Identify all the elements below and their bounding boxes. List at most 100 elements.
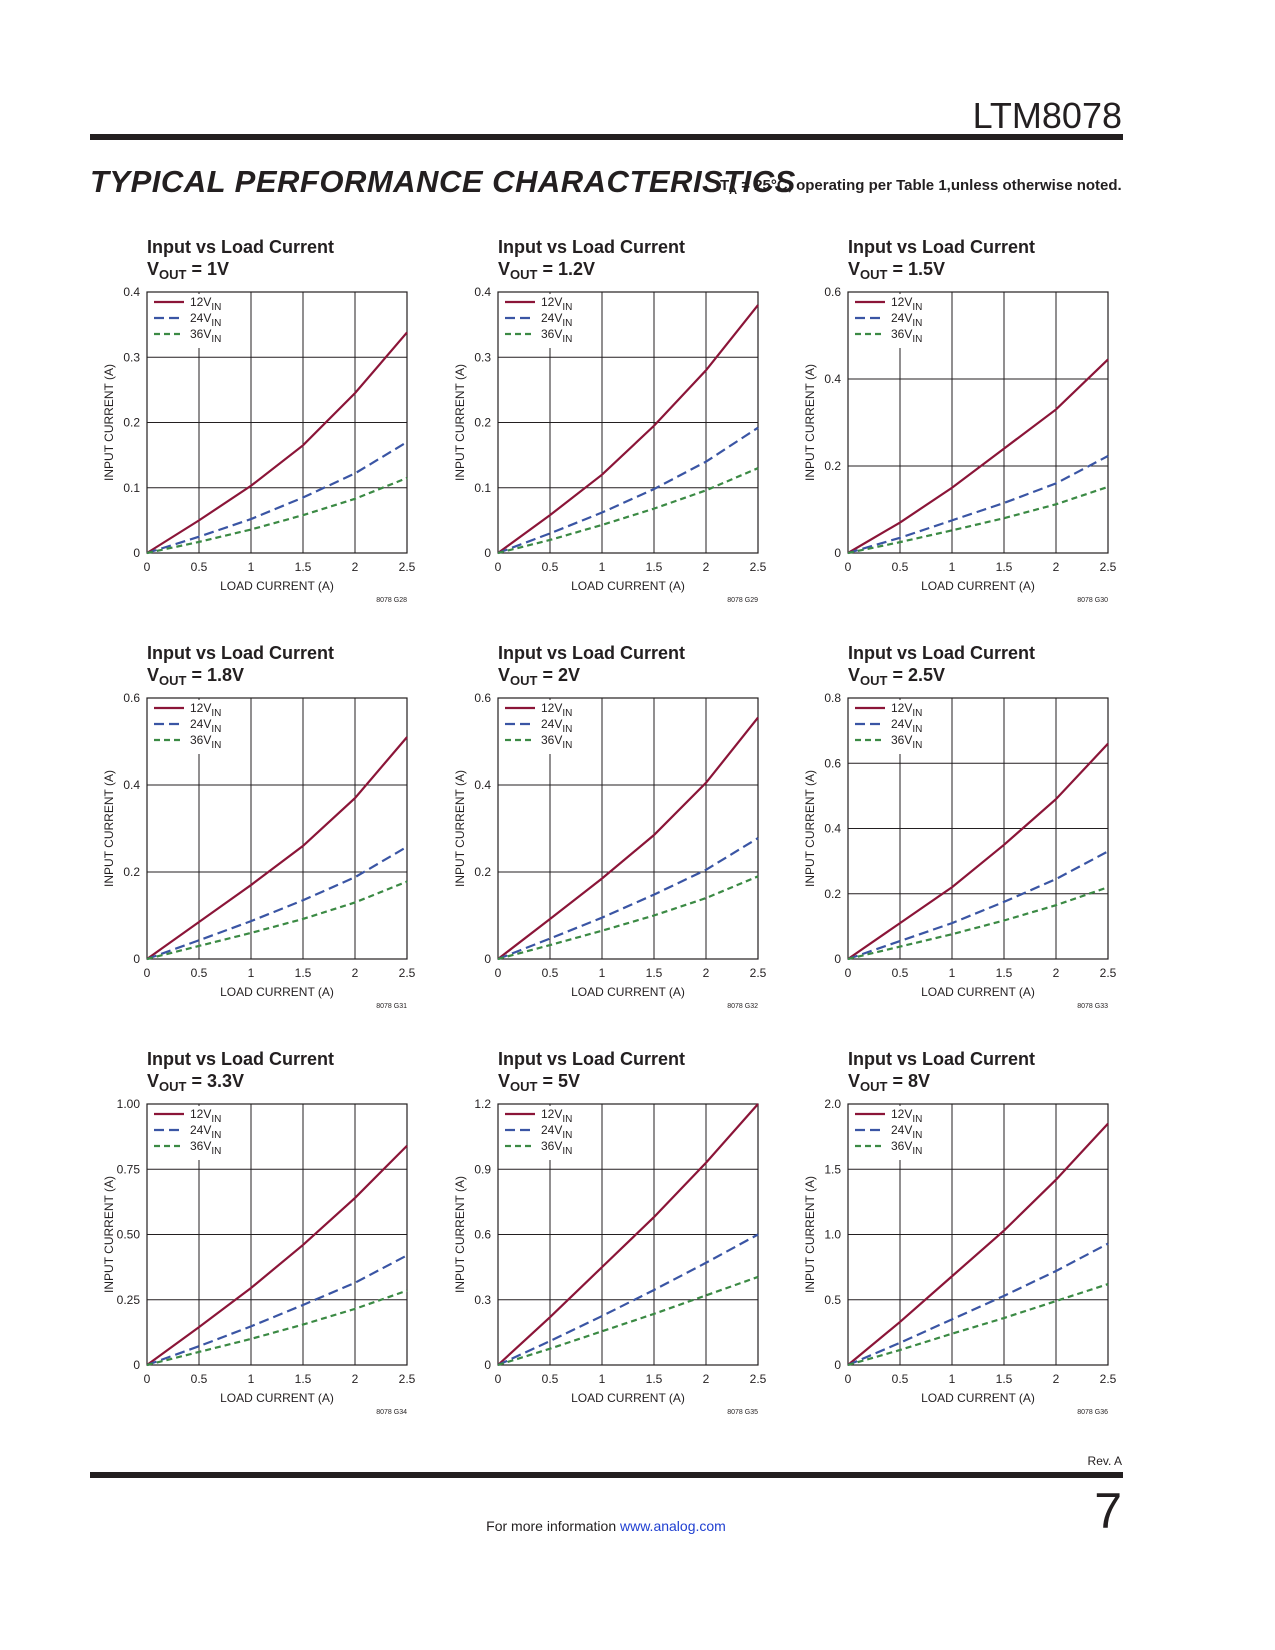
x-tick-label: 1.5 xyxy=(646,966,663,980)
series-line xyxy=(847,358,1109,554)
title-text: Input vs Load Current xyxy=(147,237,334,257)
website-link[interactable]: www.analog.com xyxy=(619,1518,726,1534)
legend-subscript: IN xyxy=(562,318,572,329)
x-tick-label: 0 xyxy=(845,1372,852,1386)
footer-rule xyxy=(90,1472,1123,1478)
legend-name: 36V xyxy=(891,733,912,747)
legend-name: 12V xyxy=(190,701,211,715)
legend-label: 12VIN xyxy=(541,295,572,313)
series-line xyxy=(146,476,408,555)
conditions: TA = 25°C, operating per Table 1,unless … xyxy=(720,177,1122,197)
x-tick-label: 0.5 xyxy=(892,1372,909,1386)
chart-title: Input vs Load Current xyxy=(147,237,334,257)
header-rule xyxy=(90,134,1123,140)
legend-subscript: IN xyxy=(211,334,221,345)
title-text: Input vs Load Current xyxy=(848,1049,1035,1069)
y-tick-label: 0.8 xyxy=(824,691,841,705)
series-line xyxy=(497,467,759,555)
legend-label: 36VIN xyxy=(891,327,922,345)
series-line xyxy=(146,736,408,960)
y-tick-label: 0 xyxy=(834,952,841,966)
legend-subscript: IN xyxy=(912,1146,922,1157)
subtitle-text: = 3.3V xyxy=(186,1071,244,1091)
legend-label: 12VIN xyxy=(190,701,221,719)
chart-title: Input vs Load Current xyxy=(848,643,1035,663)
y-tick-label: 0.5 xyxy=(824,1293,841,1307)
subtitle-text: = 5V xyxy=(537,1071,580,1091)
chart-title: Input vs Load Current xyxy=(848,1049,1035,1069)
x-tick-label: 0 xyxy=(495,1372,502,1386)
subtitle-symbol: V xyxy=(848,665,860,685)
legend-label: 36VIN xyxy=(190,327,221,345)
series-line xyxy=(146,845,408,961)
y-tick-label: 0.2 xyxy=(123,416,140,430)
y-tick-label: 0.1 xyxy=(474,481,491,495)
figure-code: 8078 G31 xyxy=(376,1003,407,1010)
y-tick-label: 0.2 xyxy=(824,459,841,473)
x-tick-label: 2.5 xyxy=(399,966,416,980)
legend-subscript: IN xyxy=(912,1130,922,1141)
series-line xyxy=(146,1144,408,1366)
x-tick-label: 1 xyxy=(949,560,956,574)
x-tick-label: 2.5 xyxy=(399,1372,416,1386)
legend-name: 12V xyxy=(190,295,211,309)
series-line xyxy=(847,886,1109,961)
chart-subtitle: VOUT = 2.5V xyxy=(848,665,945,688)
x-tick-label: 2 xyxy=(352,966,359,980)
y-tick-label: 0 xyxy=(133,546,140,560)
x-tick-label: 0 xyxy=(144,560,151,574)
legend-label: 24VIN xyxy=(190,1123,221,1141)
x-tick-label: 2 xyxy=(703,966,710,980)
legend-name: 36V xyxy=(891,1139,912,1153)
subtitle-symbol: V xyxy=(498,665,510,685)
subtitle-subscript: OUT xyxy=(159,1079,187,1094)
subtitle-symbol: V xyxy=(848,1071,860,1091)
legend-name: 36V xyxy=(541,1139,562,1153)
y-tick-label: 0.3 xyxy=(123,350,140,364)
legend-name: 36V xyxy=(891,327,912,341)
figure-code: 8078 G30 xyxy=(1077,597,1108,604)
y-tick-label: 0 xyxy=(834,1358,841,1372)
series-line xyxy=(847,1122,1109,1366)
figure-code: 8078 G32 xyxy=(727,1003,758,1010)
y-tick-label: 1.2 xyxy=(474,1097,491,1111)
x-tick-label: 2 xyxy=(1053,966,1060,980)
y-tick-label: 0.50 xyxy=(117,1228,141,1242)
series-line xyxy=(847,742,1109,960)
title-text: Input vs Load Current xyxy=(498,643,685,663)
y-tick-label: 0.4 xyxy=(824,822,841,836)
y-tick-label: 0.3 xyxy=(474,350,491,364)
legend-subscript: IN xyxy=(211,740,221,751)
subtitle-text: = 1.8V xyxy=(186,665,244,685)
legend-subscript: IN xyxy=(211,302,221,313)
y-tick-label: 0.2 xyxy=(474,416,491,430)
series-line xyxy=(847,850,1109,961)
legend-subscript: IN xyxy=(562,740,572,751)
y-tick-label: 0.6 xyxy=(474,1228,491,1242)
title-text: Input vs Load Current xyxy=(498,1049,685,1069)
x-tick-label: 2 xyxy=(352,560,359,574)
legend-name: 36V xyxy=(541,327,562,341)
y-axis-label: INPUT CURRENT (A) xyxy=(453,1176,467,1293)
legend-name: 36V xyxy=(190,733,211,747)
x-tick-label: 1.5 xyxy=(295,1372,312,1386)
x-axis-label: LOAD CURRENT (A) xyxy=(571,1391,685,1405)
x-axis-label: LOAD CURRENT (A) xyxy=(220,1391,334,1405)
y-axis-label: INPUT CURRENT (A) xyxy=(803,770,817,887)
x-tick-label: 2.5 xyxy=(750,966,767,980)
y-tick-label: 0 xyxy=(133,952,140,966)
chart-title: Input vs Load Current xyxy=(147,643,334,663)
subtitle-text: = 8V xyxy=(887,1071,930,1091)
subtitle-text: = 1.2V xyxy=(537,259,595,279)
chart-title: Input vs Load Current xyxy=(498,237,685,257)
legend-label: 12VIN xyxy=(190,295,221,313)
legend-label: 36VIN xyxy=(541,733,572,751)
legend-label: 12VIN xyxy=(891,1107,922,1125)
y-tick-label: 0.4 xyxy=(824,372,841,386)
subtitle-text: = 1.5V xyxy=(887,259,945,279)
series-line xyxy=(146,441,408,555)
legend-name: 12V xyxy=(190,1107,211,1121)
